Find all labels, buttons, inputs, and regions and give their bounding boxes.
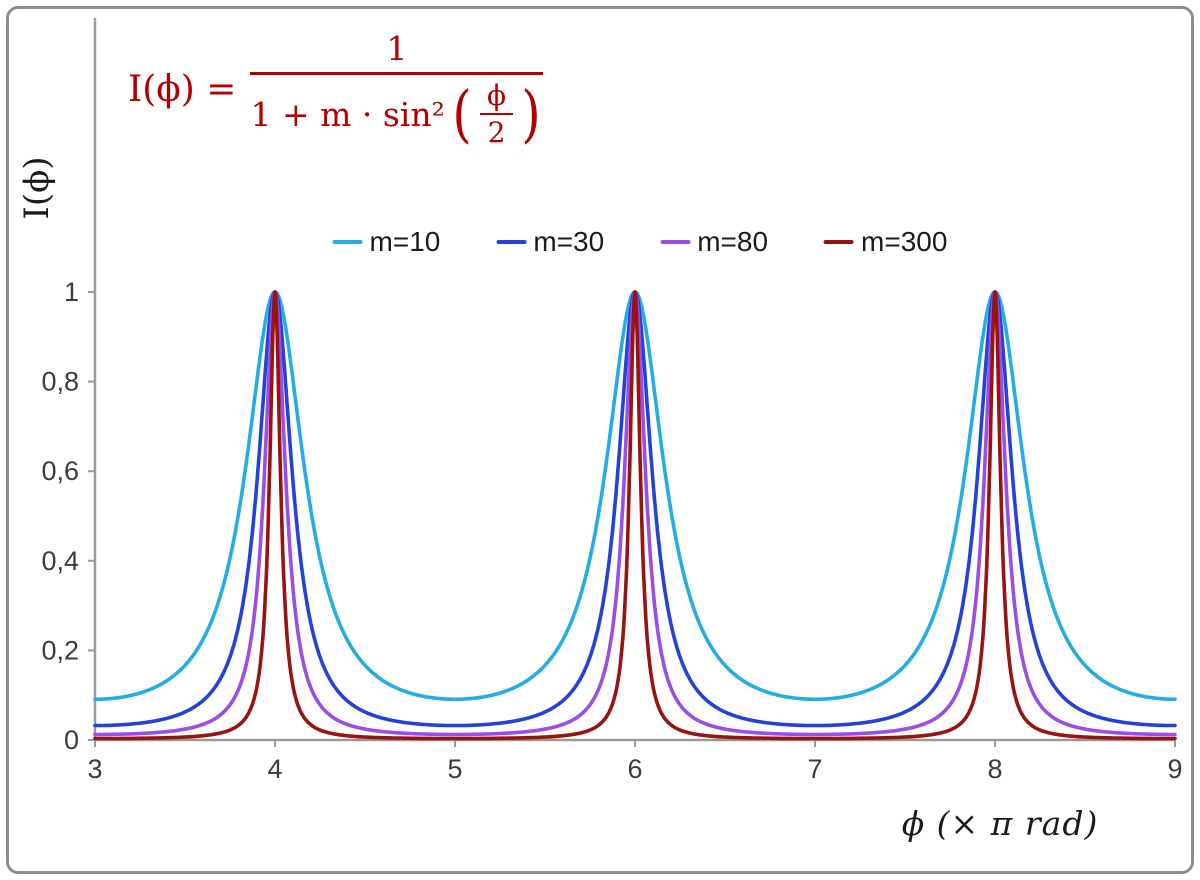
- y-tick-label: 0,6: [41, 456, 79, 486]
- x-tick-label: 5: [447, 754, 462, 784]
- legend-label: m=30: [533, 226, 605, 257]
- y-tick-label: 0: [64, 725, 79, 755]
- legend-item-m-10: m=10: [332, 226, 441, 258]
- x-tick-label: 9: [1167, 754, 1182, 784]
- legend-item-m-300: m=300: [824, 226, 947, 258]
- legend-label: m=300: [861, 226, 948, 257]
- legend-swatch: [660, 240, 691, 244]
- legend-label: m=10: [369, 226, 441, 257]
- legend-swatch: [332, 240, 363, 244]
- legend-swatch: [496, 240, 527, 244]
- open-paren-glyph: (: [452, 77, 472, 151]
- formula-denominator: 1 + m · sin² ( ϕ 2 ): [250, 75, 543, 149]
- formula-lhs: I(ϕ) =: [128, 68, 237, 110]
- curve-m-30: [93, 290, 1177, 728]
- y-tick-label: 1: [64, 277, 79, 307]
- legend-label: m=80: [697, 226, 769, 257]
- x-tick-label: 6: [627, 754, 642, 784]
- legend-swatch: [824, 240, 855, 244]
- formula-numerator: 1: [250, 30, 544, 75]
- formula-inner-fraction: ϕ 2: [480, 79, 514, 150]
- legend-item-m-80: m=80: [660, 226, 768, 258]
- legend: m=10 m=30 m=80 m=300: [332, 226, 947, 258]
- x-axis-title: ϕ (× π rad): [901, 804, 1099, 843]
- curve-m-80: [93, 290, 1177, 737]
- formula-fraction: 1 1 + m · sin² ( ϕ 2 ): [250, 30, 544, 149]
- inner-fraction-denominator: 2: [487, 116, 506, 150]
- formula-annotation: I(ϕ) = 1 1 + m · sin² ( ϕ 2 ): [128, 30, 544, 149]
- x-tick-label: 3: [87, 754, 102, 784]
- legend-item-m-30: m=30: [496, 226, 604, 258]
- formula-denominator-prefix: 1 + m · sin²: [250, 94, 445, 134]
- curve-m-300: [93, 290, 1177, 741]
- x-tick-label: 8: [987, 754, 1002, 784]
- close-paren-glyph: ): [521, 77, 541, 151]
- y-tick-label: 0,2: [41, 635, 79, 665]
- y-tick-label: 0,4: [41, 546, 79, 576]
- y-axis-title: I(ϕ): [17, 156, 57, 220]
- inner-fraction-numerator: ϕ: [480, 79, 514, 116]
- y-tick-label: 0,8: [41, 367, 79, 397]
- x-tick-label: 7: [807, 754, 822, 784]
- x-tick-label: 4: [267, 754, 282, 784]
